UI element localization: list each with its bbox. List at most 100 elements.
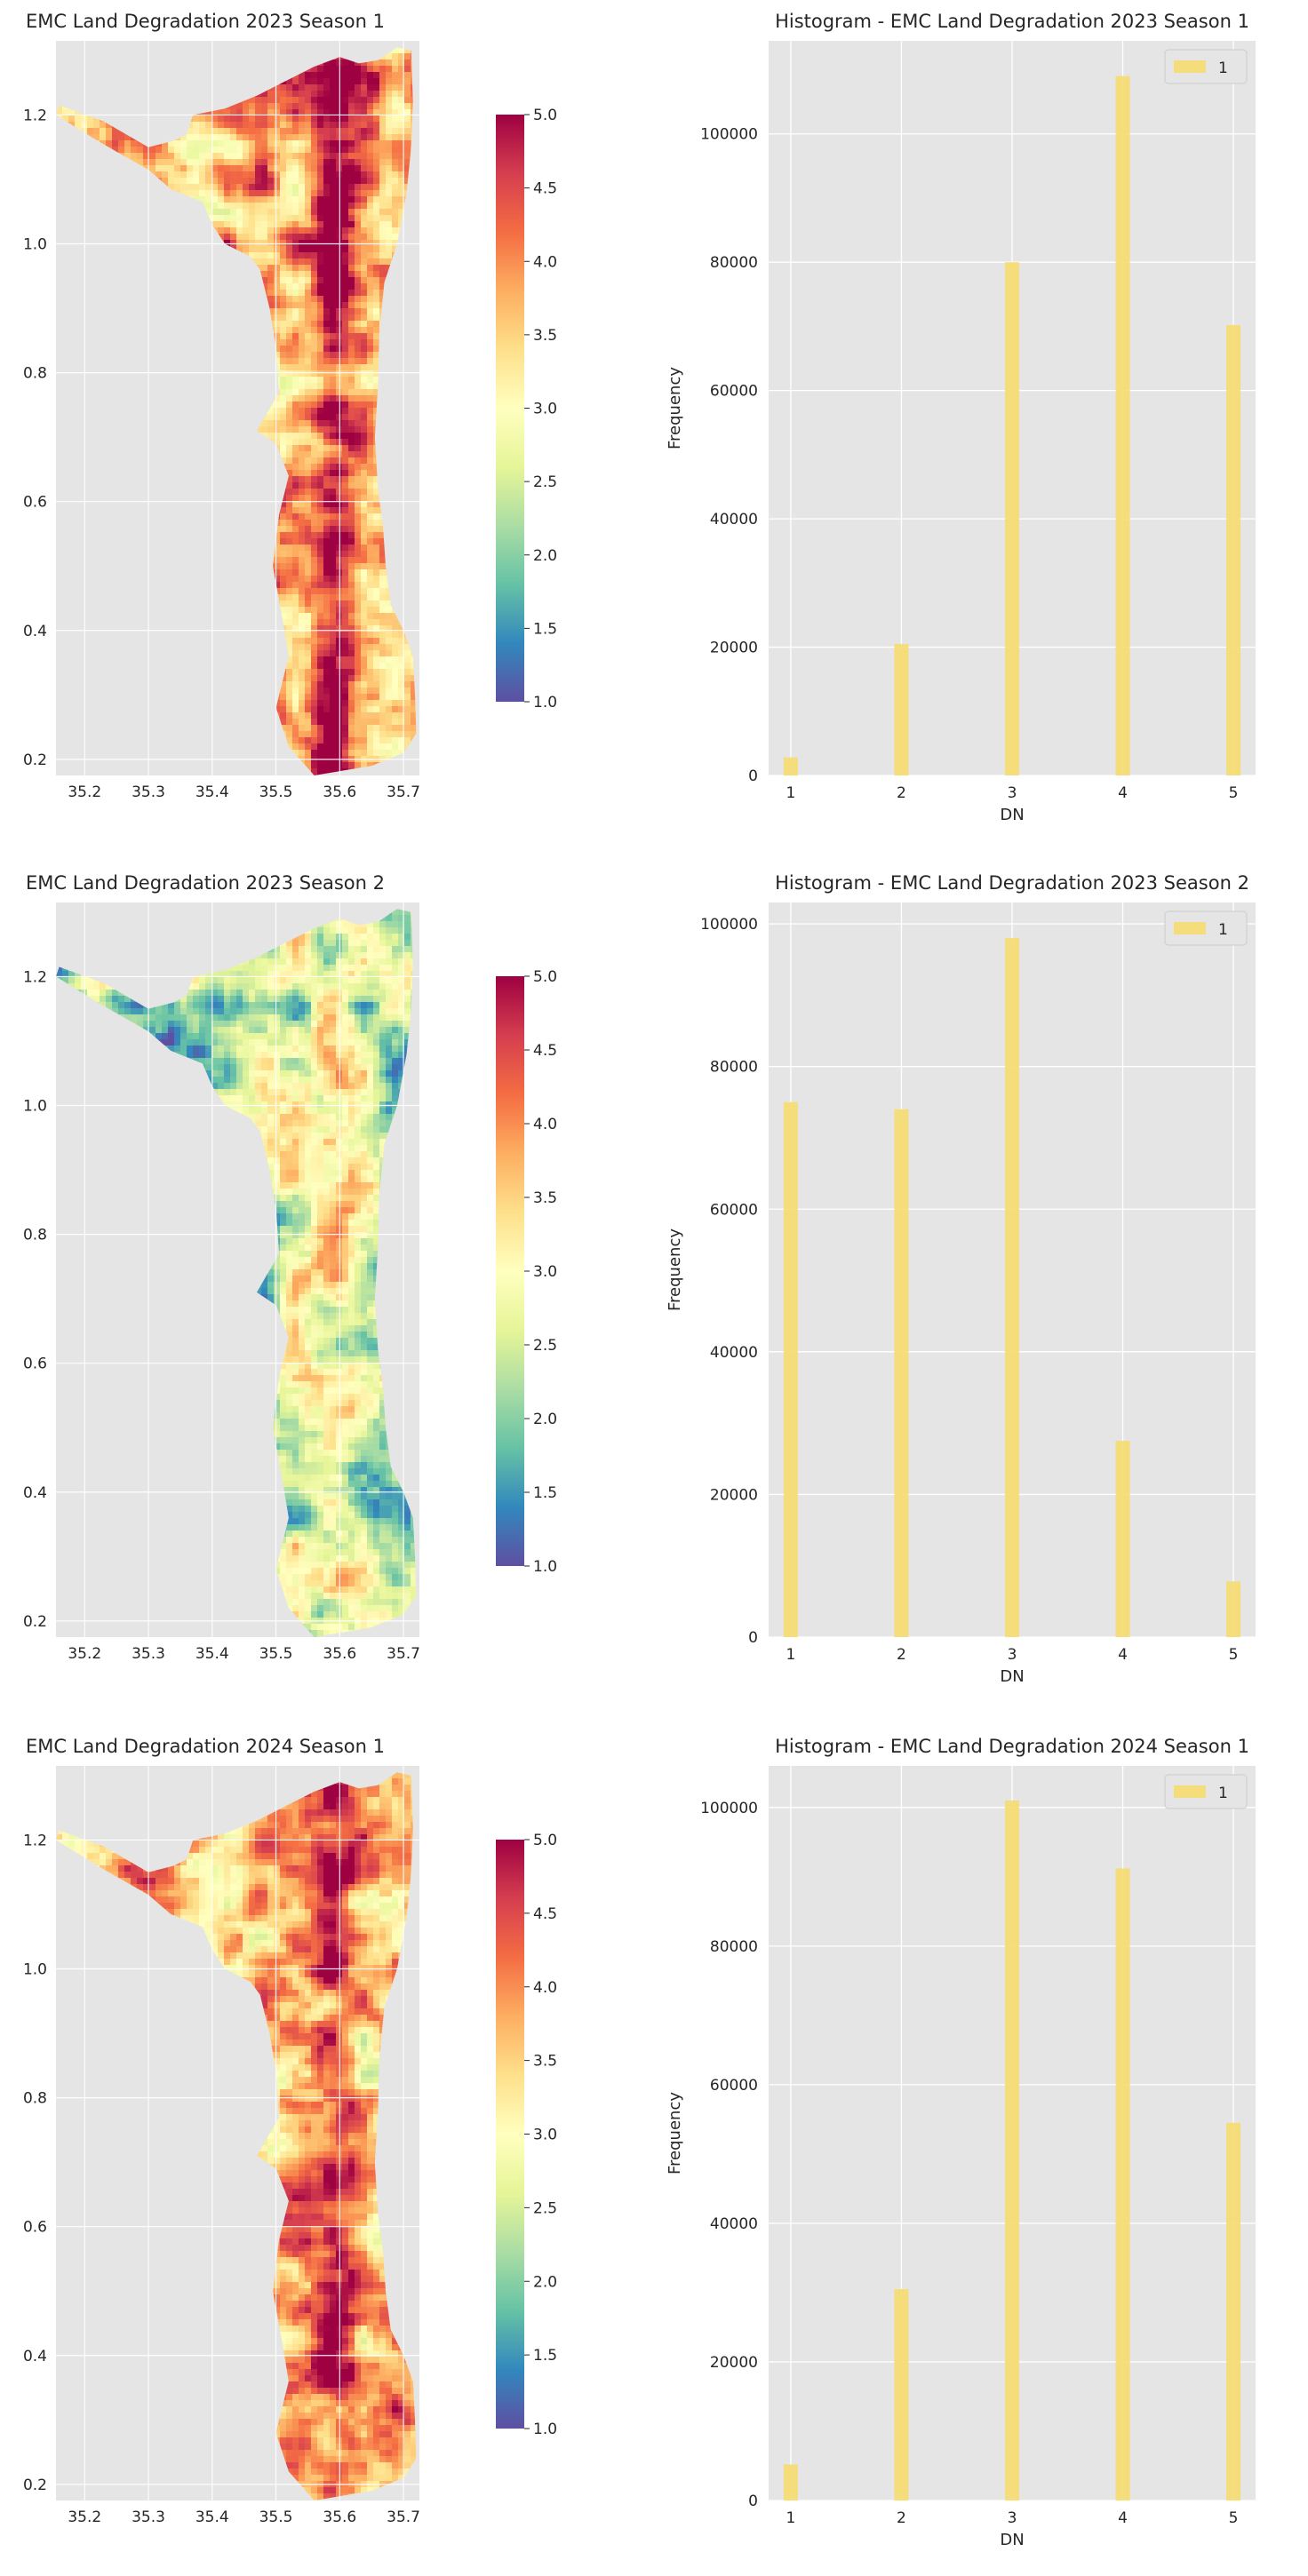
colorbar-tick-label: 4.5 [533,1042,557,1060]
map-x-tick-label: 35.3 [132,2508,165,2526]
colorbar: 1.0 1.5 2.0 2.5 3.0 3.5 4.0 4.5 5.0 [496,1832,557,2438]
histogram-x-tick-label: 1 [786,2509,795,2527]
colorbar-tick-label: 4.5 [533,180,557,198]
map-y-tick-label: 1.2 [23,1832,47,1849]
map-x-tick-label: 35.4 [195,1645,229,1663]
histogram-x-tick-label: 3 [1008,2509,1017,2527]
map-x-tick-label: 35.2 [68,2508,101,2526]
colorbar-tick-label: 3.5 [533,1189,557,1207]
colorbar-tick-label: 3.5 [533,327,557,345]
histogram-bar [894,2289,909,2500]
map-x-tick-label: 35.6 [323,2508,356,2526]
histogram-y-tick-label: 40000 [710,1344,758,1362]
map-x-tick-label: 35.5 [259,1645,293,1663]
map-x-tick-label: 35.6 [323,1645,356,1663]
map-x-tick-label: 35.6 [323,783,356,801]
colorbar-tick-label: 3.0 [533,2127,557,2144]
colorbar-tick-label: 2.5 [533,1337,557,1355]
colorbar-tick-label: 2.0 [533,2273,557,2291]
map-y-tick-label: 1.2 [23,968,47,986]
histogram-y-tick-label: 80000 [710,1059,758,1077]
map-x-tick-label: 35.7 [387,1645,420,1663]
histogram-bar [1115,1441,1130,1637]
histogram-x-tick-label: 2 [897,784,906,802]
histogram-panel-3: 0 20000 40000 60000 80000 100000 1 2 3 4 5 Histogra… [666,872,1256,1686]
histogram-x-tick-label: 2 [897,1646,906,1664]
colorbar-tick-label: 2.5 [533,2199,557,2217]
histogram-bar [1005,938,1019,1637]
histogram-x-axis-label: DN [1000,806,1024,824]
histogram-bar [894,1109,909,1637]
map-x-tick-label: 35.7 [387,783,420,801]
histogram-title: Histogram - EMC Land Degradation 2023 Se… [775,872,1249,894]
histogram-x-tick-label: 5 [1229,784,1239,802]
histogram-y-axis-label: Frequency [666,1228,684,1311]
histogram-x-tick-label: 4 [1118,784,1128,802]
histogram-x-tick-label: 1 [786,1646,795,1664]
histogram-legend: 1 [1164,910,1248,946]
map-x-tick-label: 35.4 [195,783,229,801]
map-x-tick-label: 35.7 [387,2508,420,2526]
colorbar-tick-label: 5.0 [533,968,557,986]
histogram-y-tick-label: 20000 [710,640,758,657]
histogram-bar [1005,262,1019,775]
histogram-y-tick-label: 0 [748,767,758,785]
histogram-bar [1226,1581,1241,1637]
colorbar: 1.0 1.5 2.0 2.5 3.0 3.5 4.0 4.5 5.0 [496,968,557,1576]
map-y-tick-label: 1.0 [23,1961,47,1979]
histogram-legend: 1 [1164,49,1248,84]
colorbar-tick-label: 5.0 [533,1832,557,1849]
histogram-bar [783,757,798,775]
colorbar-tick-label: 2.5 [533,473,557,491]
map-y-tick-label: 1.0 [23,1098,47,1116]
histogram-bar [1115,1868,1130,2500]
histogram-y-tick-label: 40000 [710,2215,758,2233]
map-x-tick-label: 35.5 [259,2508,293,2526]
legend-label: 1 [1218,1785,1228,1802]
map-y-tick-label: 1.0 [23,236,47,254]
histogram-bar [894,643,909,775]
map-panel-0: 35.2 35.3 35.4 35.5 35.6 35.70.20.40.60.81.01… [23,11,557,801]
histogram-x-axis-label: DN [1000,1667,1024,1686]
colorbar-gradient [496,1840,524,2429]
histogram-x-tick-label: 2 [897,2509,906,2527]
histogram-y-tick-label: 20000 [710,1486,758,1504]
histogram-bar [1005,1801,1019,2500]
colorbar-tick-label: 1.0 [533,2421,557,2438]
map-y-tick-label: 0.6 [23,1356,47,1373]
colorbar-tick-label: 4.0 [533,253,557,271]
histogram-x-tick-label: 3 [1008,784,1017,802]
histogram-bar [783,1101,798,1637]
histogram-title: Histogram - EMC Land Degradation 2024 Se… [775,1736,1249,1757]
histogram-x-tick-label: 4 [1118,1646,1128,1664]
map-x-tick-label: 35.2 [68,783,101,801]
histogram-legend: 1 [1164,1774,1248,1809]
map-x-tick-label: 35.5 [259,783,293,801]
colorbar-tick-label: 1.5 [533,1484,557,1502]
histogram-bar [1226,2122,1241,2500]
histogram-bar [783,2464,798,2500]
map-y-tick-label: 1.2 [23,107,47,124]
histogram-x-tick-label: 3 [1008,1646,1017,1664]
colorbar-tick-label: 1.5 [533,2347,557,2365]
map-title: EMC Land Degradation 2023 Season 2 [26,872,385,894]
map-y-tick-label: 0.4 [23,2348,47,2365]
colorbar-tick-label: 1.5 [533,620,557,638]
histogram-bar [1115,76,1130,775]
map-title: EMC Land Degradation 2023 Season 1 [26,11,385,32]
colorbar-tick-label: 1.0 [533,694,557,712]
colorbar: 1.0 1.5 2.0 2.5 3.0 3.5 4.0 4.5 5.0 [496,107,557,712]
map-panel-4: 35.2 35.3 35.4 35.5 35.6 35.70.20.40.60.81.01… [23,1736,557,2526]
histogram-x-axis-label: DN [1000,2531,1024,2549]
map-y-tick-label: 0.2 [23,751,47,769]
legend-swatch [1174,1785,1206,1798]
colorbar-tick-label: 4.5 [533,1905,557,1923]
colorbar-tick-label: 5.0 [533,107,557,124]
histogram-y-tick-label: 80000 [710,1938,758,1956]
histogram-x-tick-label: 5 [1229,2509,1239,2527]
legend-label: 1 [1218,921,1228,939]
map-y-tick-label: 0.4 [23,1484,47,1502]
map-title: EMC Land Degradation 2024 Season 1 [26,1736,385,1757]
map-y-tick-label: 0.8 [23,2090,47,2108]
map-y-tick-label: 0.8 [23,365,47,383]
